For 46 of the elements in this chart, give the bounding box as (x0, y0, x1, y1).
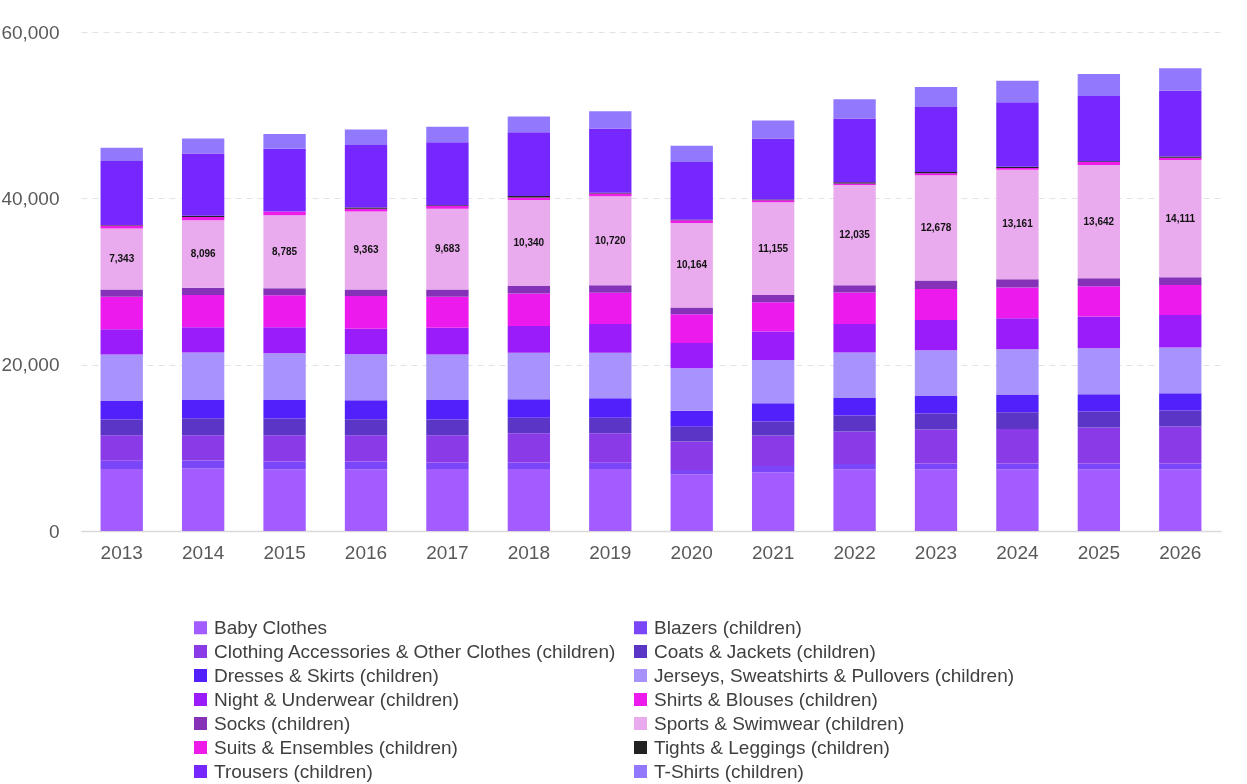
legend-label: Blazers (children) (654, 616, 802, 638)
legend-label: Sports & Swimwear (children) (654, 712, 905, 734)
data-label: 9,683 (434, 243, 461, 255)
y-tick-label: 20,000 (1, 354, 60, 376)
data-label: 13,161 (1002, 218, 1034, 230)
x-tick-label: 2018 (507, 541, 550, 563)
data-label: 13,642 (1083, 215, 1115, 227)
data-label: 12,678 (920, 221, 952, 233)
legend-label: Coats & Jackets (children) (654, 640, 876, 662)
legend-label: Socks (children) (214, 712, 351, 734)
x-tick-label: 2026 (1159, 541, 1202, 563)
x-tick-label: 2013 (100, 541, 143, 563)
legend-label: Tights & Leggings (children) (654, 736, 890, 758)
data-label: 10,164 (676, 259, 708, 271)
data-label: 9,363 (353, 244, 379, 256)
legend-label: Clothing Accessories & Other Clothes (children) (214, 640, 616, 662)
legend-label: Jerseys, Sweatshirts & Pullovers (children) (654, 664, 1015, 686)
data-label: 7,343 (109, 252, 135, 264)
legend-label: Trousers (children) (214, 760, 373, 782)
x-tick-label: 2022 (833, 541, 876, 563)
x-tick-label: 2017 (426, 541, 469, 563)
y-tick-label: 40,000 (1, 187, 60, 209)
legend-label: Suits & Ensembles (children) (214, 736, 458, 758)
data-label: 14,111 (1165, 212, 1196, 224)
legend-label: Night & Underwear (children) (214, 688, 459, 710)
x-tick-label: 2025 (1077, 541, 1120, 563)
legend-label: Baby Clothes (214, 616, 328, 638)
y-tick-label: 0 (48, 520, 60, 542)
data-label: 12,035 (839, 229, 871, 241)
y-tick-label: 60,000 (1, 21, 60, 43)
x-tick-label: 2016 (344, 541, 388, 563)
legend-label: Dresses & Skirts (children) (214, 664, 439, 686)
data-label: 8,096 (190, 247, 217, 259)
legend-label: Shirts & Blouses (children) (654, 688, 878, 710)
data-label: 11,155 (758, 242, 789, 254)
data-label: 10,340 (513, 237, 545, 249)
x-tick-label: 2019 (589, 541, 632, 563)
data-label: 10,720 (594, 234, 627, 246)
x-tick-label: 2014 (182, 541, 225, 563)
x-tick-label: 2020 (670, 541, 713, 563)
x-tick-label: 2021 (752, 541, 795, 563)
x-tick-label: 2015 (263, 541, 306, 563)
legend-label: T-Shirts (children) (654, 760, 804, 782)
x-tick-label: 2023 (914, 541, 958, 563)
data-label: 8,785 (272, 245, 298, 257)
x-tick-label: 2024 (996, 541, 1039, 563)
